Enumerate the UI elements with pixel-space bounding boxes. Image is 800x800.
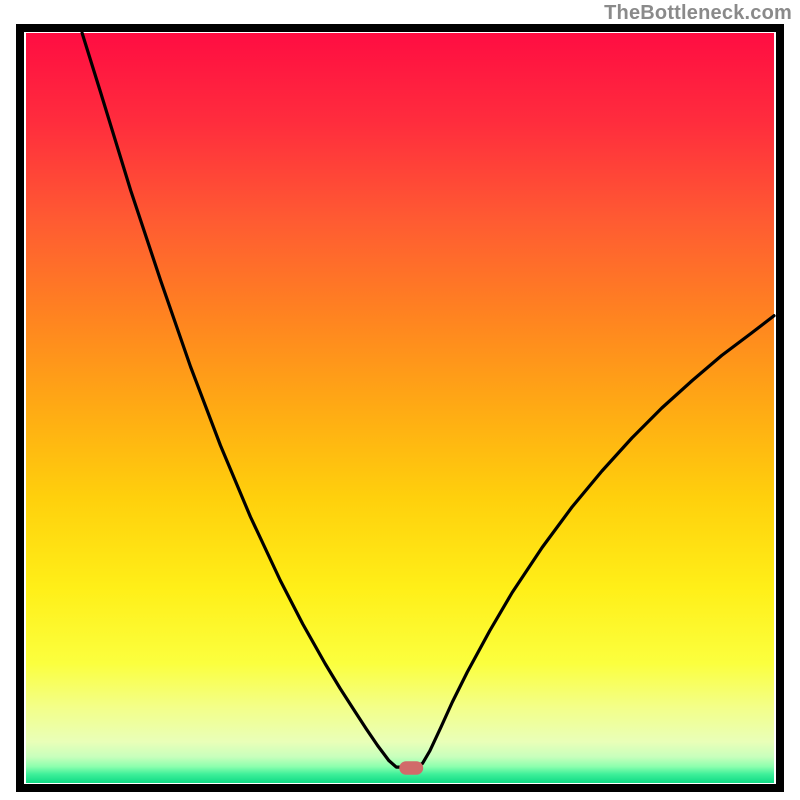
- bottleneck-chart: [0, 0, 800, 800]
- chart-container: TheBottleneck.com: [0, 0, 800, 800]
- min-marker: [399, 761, 423, 775]
